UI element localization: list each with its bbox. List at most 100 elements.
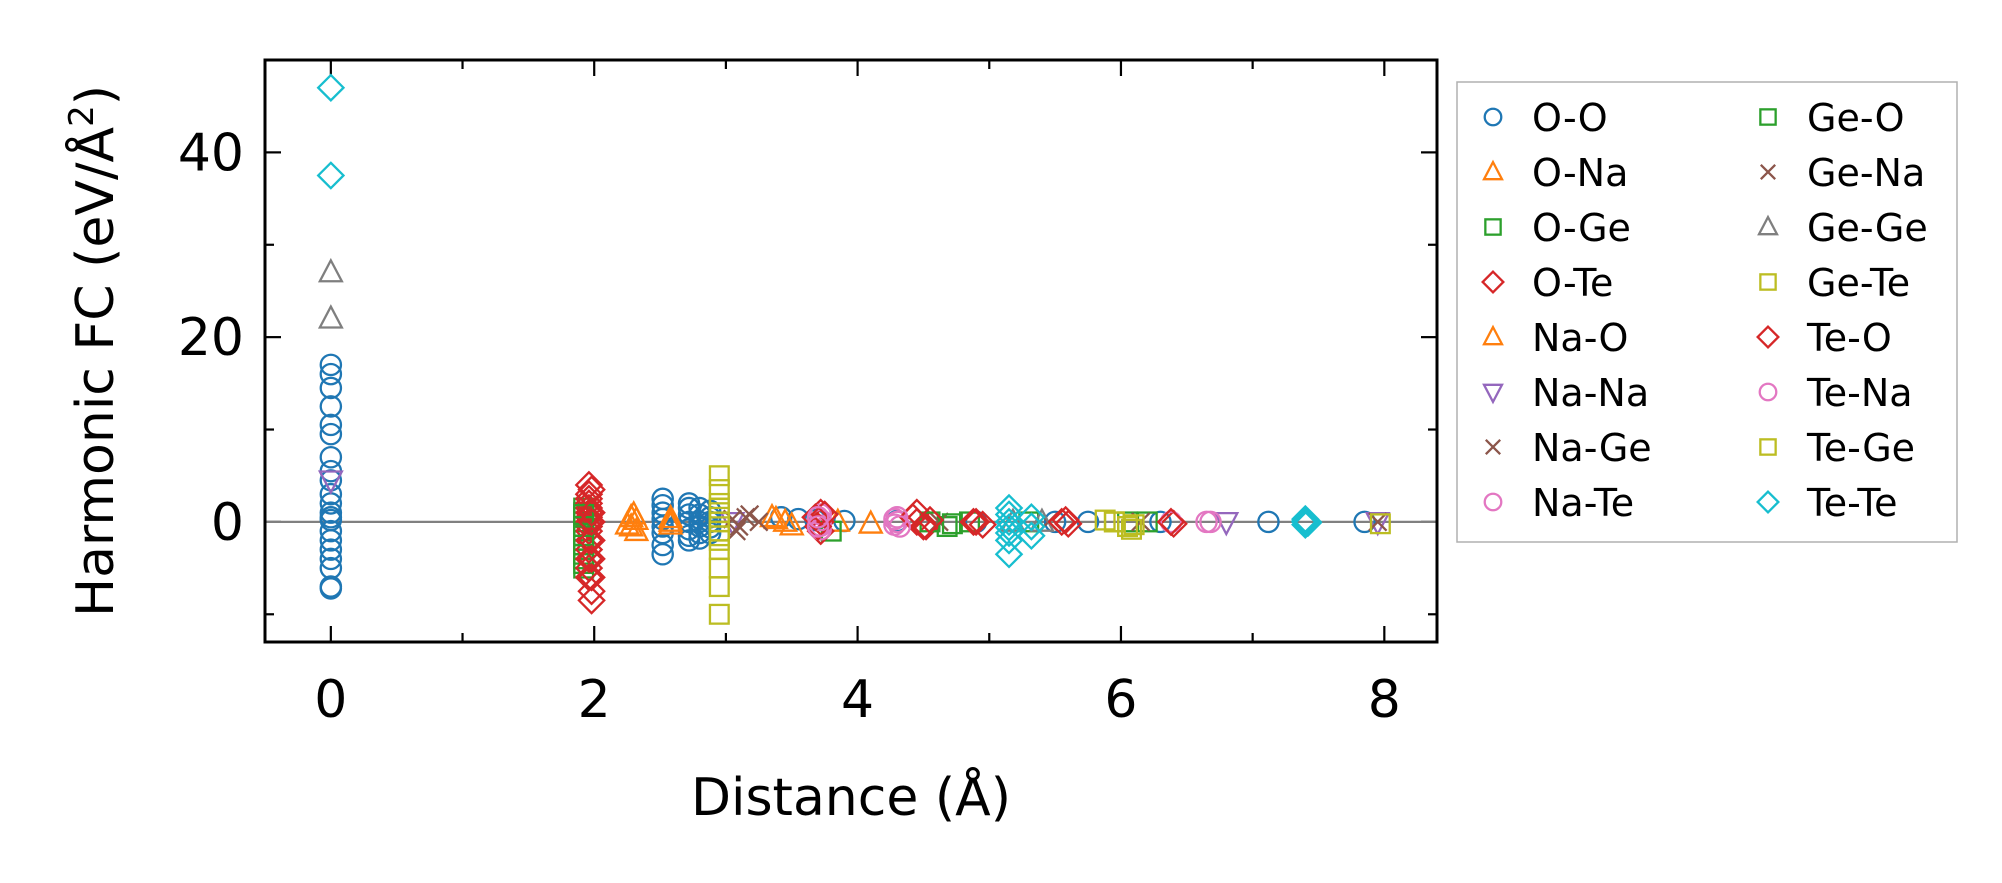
data-point xyxy=(319,538,343,561)
legend-entry: Ge-Ge xyxy=(1757,206,1928,250)
legend-entry: Ge-O xyxy=(1759,96,1905,140)
data-point xyxy=(1043,510,1067,534)
data-point xyxy=(911,512,941,541)
data-point xyxy=(708,576,730,598)
data-point xyxy=(810,500,839,529)
data-point xyxy=(317,257,344,283)
data-point xyxy=(1047,507,1076,537)
legend-marker xyxy=(1482,324,1504,346)
data-point xyxy=(909,512,938,541)
y-axis-label-superscript: 2 xyxy=(62,105,102,127)
legend-marker xyxy=(1758,382,1778,402)
data-point xyxy=(736,507,756,527)
data-point xyxy=(968,510,997,539)
y-tick-label: 20 xyxy=(178,308,244,368)
data-point xyxy=(316,161,346,190)
legend-label: Na-O xyxy=(1532,316,1628,360)
data-point xyxy=(708,525,730,547)
data-point xyxy=(657,510,684,535)
x-tick-label: 0 xyxy=(314,670,347,730)
data-point xyxy=(577,544,606,574)
data-point xyxy=(319,519,343,543)
legend-entry: Te-Ge xyxy=(1759,426,1915,470)
legend-entry: Ge-Na xyxy=(1759,151,1925,195)
series-o-na xyxy=(618,502,884,542)
x-tick-labels: 0 2 4 6 8 xyxy=(314,670,1401,730)
legend-marker xyxy=(1756,325,1780,349)
data-point xyxy=(959,507,988,537)
x-tick-label: 2 xyxy=(578,670,611,730)
data-point xyxy=(651,533,674,557)
data-point xyxy=(1120,518,1142,540)
legend-entry: O-O xyxy=(1483,96,1608,140)
data-point xyxy=(319,413,343,437)
data-point xyxy=(574,544,604,574)
x-tick-label: 8 xyxy=(1368,670,1401,730)
data-point xyxy=(316,73,346,102)
legend-entry: Na-Ge xyxy=(1484,426,1652,470)
data-point xyxy=(1257,510,1280,534)
data-point xyxy=(319,547,343,571)
data-point xyxy=(319,506,343,529)
legend-label: Na-Na xyxy=(1532,371,1649,415)
legend-entry: Te-Na xyxy=(1758,371,1913,415)
data-point xyxy=(577,586,606,615)
legend-entry: Te-Te xyxy=(1756,481,1898,525)
series-ge-ge xyxy=(317,257,1055,532)
data-point xyxy=(1017,503,1046,532)
legend-entry: Na-O xyxy=(1482,316,1628,360)
data-point xyxy=(317,304,344,329)
legend-label: Ge-Te xyxy=(1807,261,1910,305)
data-point xyxy=(1054,509,1083,539)
legend-label: Te-O xyxy=(1806,316,1892,360)
data-point xyxy=(1117,516,1139,538)
data-point xyxy=(857,509,884,534)
data-point xyxy=(618,511,644,537)
data-point xyxy=(573,504,595,526)
data-point xyxy=(708,557,730,579)
y-axis-label-main: Harmonic FC (eV/Å xyxy=(64,126,126,617)
data-point xyxy=(806,515,830,538)
data-point xyxy=(801,503,830,532)
data-point xyxy=(1017,521,1046,551)
legend-label: O-Na xyxy=(1532,151,1628,195)
data-point xyxy=(319,395,343,418)
data-point xyxy=(319,353,343,377)
data-point xyxy=(994,518,1024,548)
data-point xyxy=(577,526,606,555)
data-point xyxy=(994,526,1024,555)
legend-entry: Na-Na xyxy=(1482,371,1649,415)
data-point xyxy=(620,499,647,525)
data-point xyxy=(319,362,343,386)
legend-marker xyxy=(1484,438,1502,456)
legend-marker xyxy=(1484,218,1502,236)
data-point xyxy=(726,521,747,541)
data-point xyxy=(809,518,832,541)
data-point xyxy=(1017,512,1046,541)
x-tick-label: 6 xyxy=(1104,670,1137,730)
data-point xyxy=(888,515,911,538)
data-point xyxy=(1353,510,1376,534)
legend-label: Ge-O xyxy=(1807,96,1905,140)
data-point xyxy=(778,511,805,536)
legend-marker xyxy=(1482,383,1504,405)
y-tick-label: 40 xyxy=(178,123,244,183)
y-axis-label: Harmonic FC (eV/Å2) xyxy=(62,85,126,617)
series-na-o xyxy=(614,499,805,536)
data-point xyxy=(961,507,991,537)
data-point xyxy=(1159,510,1183,534)
legend-marker xyxy=(1759,273,1777,291)
legend-marker xyxy=(1481,270,1505,294)
data-point xyxy=(806,506,830,529)
data-point xyxy=(1369,513,1391,535)
data-point xyxy=(708,465,730,487)
legend-label: Na-Te xyxy=(1532,481,1634,525)
data-point xyxy=(574,493,604,523)
data-point xyxy=(577,563,606,592)
y-tick-labels: 0 20 40 xyxy=(178,123,244,553)
legend-label: O-O xyxy=(1532,96,1608,140)
legend-box xyxy=(1456,81,1958,543)
legend-entry: Te-O xyxy=(1756,316,1892,360)
data-point xyxy=(577,498,606,527)
